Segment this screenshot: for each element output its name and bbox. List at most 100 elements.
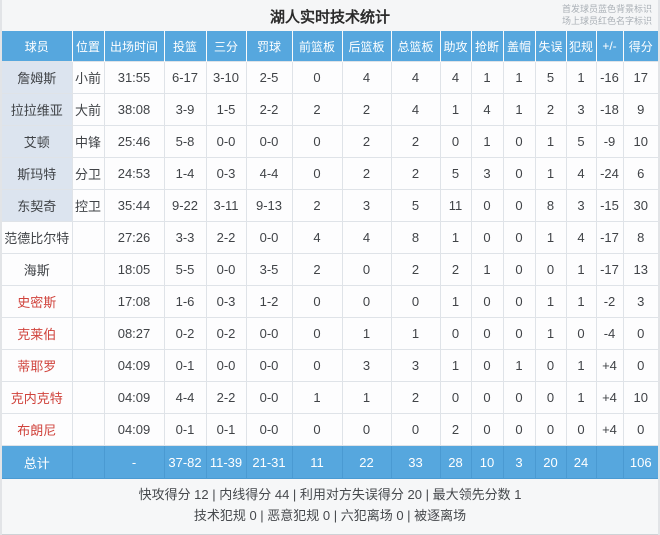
col-header-player: 球员 [2, 31, 72, 62]
stat-cell: 0 [341, 413, 392, 446]
stat-cell: 0 [470, 381, 504, 414]
stat-cell: 11 [439, 189, 472, 222]
player-name-cell: 布朗尼 [2, 413, 73, 446]
player-row: 拉拉维亚 大前 38:08 3-9 1-5 2-2 2 2 4 1 4 1 2 3 -18 9 [2, 93, 658, 126]
stat-cell: 1 [291, 381, 343, 414]
position-cell: 分卫 [71, 157, 105, 190]
stat-cell: 1 [470, 253, 504, 286]
stat-cell: 10 [622, 125, 658, 158]
stat-cell: 0 [470, 221, 504, 254]
stat-cell: 2 [439, 413, 472, 446]
stat-cell: 0 [502, 125, 536, 158]
stat-cell: 2-5 [245, 61, 293, 94]
stat-cell: 3 [565, 93, 597, 126]
stat-cell: -9 [595, 125, 624, 158]
position-cell [71, 253, 105, 286]
stat-cell: 3 [622, 285, 658, 318]
stat-cell: 0 [470, 349, 504, 382]
stat-cell: 2 [390, 157, 441, 190]
stat-cell: 0 [291, 413, 343, 446]
stat-cell: 0 [502, 253, 536, 286]
stat-cell: 0-2 [163, 317, 207, 350]
stat-cell: 0 [439, 317, 472, 350]
stat-cell: 0 [291, 349, 343, 382]
player-row: 蒂耶罗 04:09 0-1 0-0 0-0 0 3 3 1 0 1 0 1 +4 0 [2, 349, 658, 382]
stat-cell: 1 [534, 285, 567, 318]
stat-cell: 0 [534, 349, 567, 382]
stat-cell: 3 [502, 445, 536, 479]
stat-cell: 0 [502, 221, 536, 254]
player-name-cell: 总计 [2, 445, 73, 479]
col-header-pf: 犯规 [565, 31, 596, 62]
stat-cell: 4 [291, 221, 343, 254]
stat-cell: - [103, 445, 165, 479]
stat-cell: 2-2 [205, 221, 247, 254]
stat-cell: 17 [622, 61, 658, 94]
stats-table: 球员 位置 出场时间 投篮 三分 罚球 前篮板 后篮板 总篮板 助攻 抢断 盖帽… [2, 31, 658, 479]
player-row: 斯玛特 分卫 24:53 1-4 0-3 4-4 0 2 2 5 3 0 1 4 -24 6 [2, 157, 658, 190]
stat-cell: 2 [390, 381, 441, 414]
player-row: 布朗尼 04:09 0-1 0-1 0-0 0 0 0 2 0 0 0 0 +4 0 [2, 413, 658, 446]
col-header-ft: 罚球 [245, 31, 292, 62]
stat-cell: 4 [390, 93, 441, 126]
position-cell [71, 413, 105, 446]
player-row: 克内克特 04:09 4-4 2-2 0-0 1 1 2 0 0 0 0 1 +4 10 [2, 381, 658, 414]
player-name-cell: 海斯 [2, 253, 73, 286]
stat-cell: 1 [439, 349, 472, 382]
player-name-cell: 蒂耶罗 [2, 349, 73, 382]
stat-cell: 0 [622, 317, 658, 350]
stat-cell: 21-31 [245, 445, 293, 479]
stat-cell: 0 [291, 285, 343, 318]
stat-cell: 3 [341, 189, 392, 222]
stat-cell: 5 [390, 189, 441, 222]
legend-starter-note: 首发球员蓝色背景标识 [561, 4, 652, 14]
stat-cell: 25:46 [103, 125, 165, 158]
stat-cell: 0 [565, 317, 597, 350]
stat-cell: 1 [534, 157, 567, 190]
stat-cell: 8 [622, 221, 658, 254]
stat-cell: -17 [595, 221, 624, 254]
stat-cell: 4 [390, 61, 441, 94]
stat-cell: 0-0 [205, 253, 247, 286]
player-name-cell: 詹姆斯 [2, 61, 73, 94]
stat-cell: 4 [341, 221, 392, 254]
stat-cell: 4 [565, 221, 597, 254]
stat-cell: 2 [341, 93, 392, 126]
stat-cell: +4 [595, 349, 624, 382]
stat-cell: 1-5 [205, 93, 247, 126]
stat-cell: 0 [622, 349, 658, 382]
col-header-fg: 投篮 [163, 31, 206, 62]
position-cell [71, 221, 105, 254]
stat-cell: +4 [595, 413, 624, 446]
stat-cell: 0-0 [245, 413, 293, 446]
stat-cell: 24 [565, 445, 597, 479]
stat-cell: 35:44 [103, 189, 165, 222]
stat-cell: 8 [390, 221, 441, 254]
stat-cell: -17 [595, 253, 624, 286]
stat-cell: 37-82 [163, 445, 207, 479]
col-header-ast: 助攻 [439, 31, 471, 62]
total-row: 总计 -37-82 11-39 21-31 11 22 33 28 10 3 20 24 106 [2, 445, 658, 479]
stats-table-body: 詹姆斯 小前 31:55 6-17 3-10 2-5 0 4 4 4 1 1 5 1 -16 17 拉拉维亚 大前… [2, 61, 658, 479]
stat-cell: 04:09 [103, 381, 165, 414]
stat-cell: 1 [341, 381, 392, 414]
player-row: 史密斯 17:08 1-6 0-3 1-2 0 0 0 1 0 0 1 1 -2 3 [2, 285, 658, 318]
position-cell [71, 381, 105, 414]
stat-cell: -18 [595, 93, 624, 126]
stat-cell: 11 [291, 445, 343, 479]
stat-cell: 0 [470, 189, 504, 222]
stat-cell: 0-1 [163, 349, 207, 382]
stat-cell: 1 [565, 349, 597, 382]
col-header-tov: 失误 [534, 31, 566, 62]
stat-cell: 33 [390, 445, 441, 479]
stat-cell: 0 [534, 413, 567, 446]
position-cell [71, 317, 105, 350]
stat-cell: 1 [439, 93, 472, 126]
stat-cell: 10 [470, 445, 504, 479]
team-summary-line1: 快攻得分 12 | 内线得分 44 | 利用对方失误得分 20 | 最大领先分数… [138, 487, 522, 502]
legend-note: 首发球员蓝色背景标识 场上球员红色名字标识 [562, 3, 652, 27]
stat-cell: 31:55 [103, 61, 165, 94]
stat-cell: 2 [439, 253, 472, 286]
stat-cell: 0 [470, 413, 504, 446]
stat-cell: 17:08 [103, 285, 165, 318]
